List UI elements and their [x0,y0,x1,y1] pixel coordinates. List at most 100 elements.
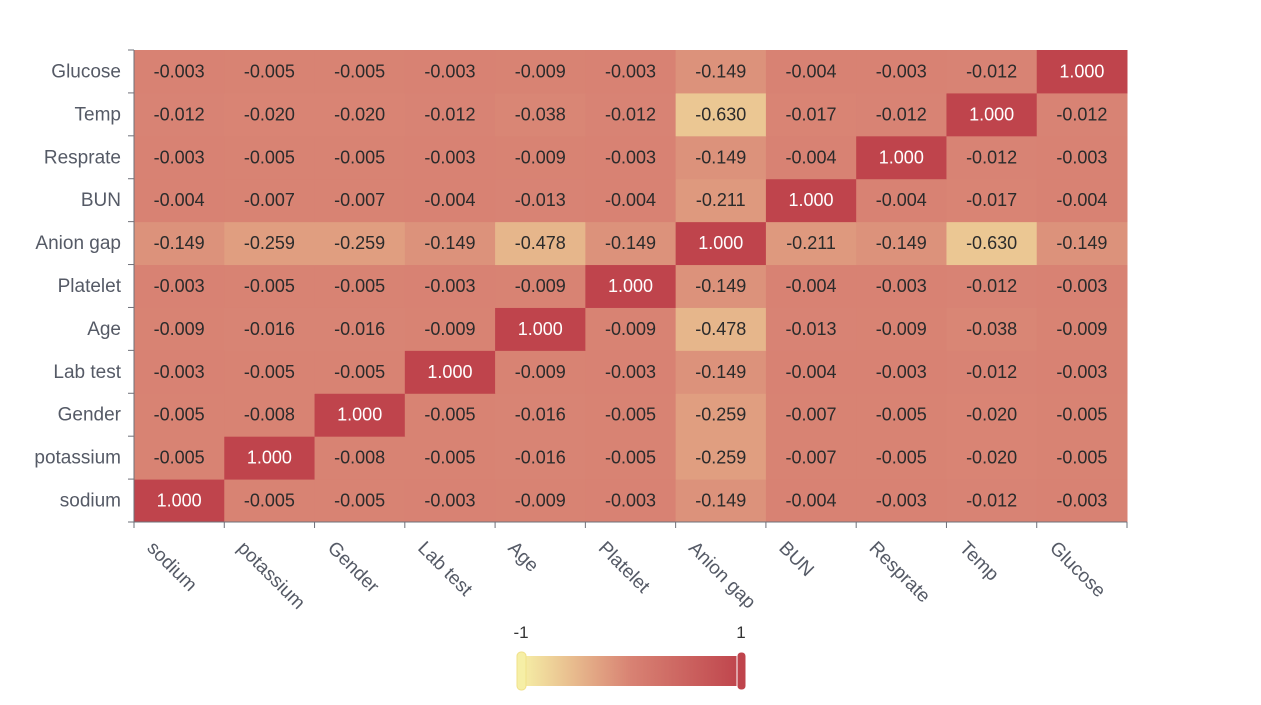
heatmap-cell[interactable] [404,350,496,394]
heatmap-cell[interactable] [946,221,1038,266]
heatmap-cell[interactable] [856,221,947,266]
heatmap-cell[interactable] [314,135,406,180]
heatmap-cell[interactable] [134,92,225,137]
heatmap-cell[interactable] [585,479,677,523]
heatmap-cell[interactable] [134,221,225,266]
heatmap-cell[interactable] [495,92,586,137]
heatmap-cell[interactable] [224,92,316,137]
heatmap-cell[interactable] [585,92,677,137]
heatmap-cell[interactable] [675,135,767,180]
heatmap-cell[interactable] [675,50,767,94]
heatmap-cell[interactable] [495,436,586,480]
visual-map-max-handle[interactable] [736,651,747,691]
heatmap-cell[interactable] [765,393,857,437]
heatmap-cell[interactable] [314,350,406,394]
heatmap-cell[interactable] [856,92,947,137]
heatmap-cell[interactable] [585,221,677,266]
heatmap-cell[interactable] [314,479,406,523]
heatmap-cell[interactable] [946,436,1038,480]
heatmap-cell[interactable] [765,50,857,94]
heatmap-cell[interactable] [134,350,225,394]
heatmap-cell[interactable] [314,50,406,94]
heatmap-cell[interactable] [314,264,406,308]
heatmap-cell[interactable] [585,350,677,394]
heatmap-cell[interactable] [946,393,1038,437]
heatmap-cell[interactable] [224,50,316,94]
heatmap-cell[interactable] [134,50,225,94]
heatmap-cell[interactable] [675,178,767,223]
heatmap-cell[interactable] [946,92,1038,137]
heatmap-cell[interactable] [946,135,1038,180]
heatmap-cell[interactable] [404,92,496,137]
heatmap-cell[interactable] [495,264,586,308]
heatmap-cell[interactable] [946,350,1038,394]
heatmap-cell[interactable] [495,307,586,351]
heatmap-cell[interactable] [404,307,496,351]
heatmap-cell[interactable] [224,178,316,223]
heatmap-cell[interactable] [585,436,677,480]
heatmap-cell[interactable] [495,50,586,94]
heatmap-cell[interactable] [675,479,767,523]
heatmap-cell[interactable] [675,92,767,137]
heatmap-cell[interactable] [675,350,767,394]
heatmap-cell[interactable] [675,307,767,351]
heatmap-cell[interactable] [856,135,947,180]
heatmap-cell[interactable] [314,178,406,223]
heatmap-cell[interactable] [1036,264,1128,308]
heatmap-cell[interactable] [946,479,1038,523]
heatmap-cell[interactable] [585,307,677,351]
heatmap-cell[interactable] [946,307,1038,351]
heatmap-cell[interactable] [404,393,496,437]
heatmap-cell[interactable] [856,393,947,437]
heatmap-cell[interactable] [404,178,496,223]
visual-map-gradient-bar[interactable] [521,656,741,686]
heatmap-cell[interactable] [495,479,586,523]
heatmap-cell[interactable] [224,436,316,480]
heatmap-cell[interactable] [404,479,496,523]
heatmap-cell[interactable] [585,178,677,223]
heatmap-cell[interactable] [404,264,496,308]
heatmap-cell[interactable] [404,221,496,266]
heatmap-cell[interactable] [314,436,406,480]
heatmap-cell[interactable] [856,264,947,308]
heatmap-cell[interactable] [1036,350,1128,394]
heatmap-cell[interactable] [404,135,496,180]
heatmap-cell[interactable] [765,221,857,266]
heatmap-cell[interactable] [1036,50,1128,94]
heatmap-cell[interactable] [675,393,767,437]
heatmap-cell[interactable] [946,178,1038,223]
heatmap-cell[interactable] [856,479,947,523]
heatmap-cell[interactable] [1036,479,1128,523]
heatmap-cell[interactable] [946,264,1038,308]
heatmap-cell[interactable] [856,436,947,480]
heatmap-cell[interactable] [134,264,225,308]
heatmap-cell[interactable] [765,178,857,223]
heatmap-cell[interactable] [404,50,496,94]
heatmap-cell[interactable] [134,307,225,351]
heatmap-cell[interactable] [675,221,767,266]
heatmap-cell[interactable] [765,436,857,480]
heatmap-cell[interactable] [314,92,406,137]
heatmap-cell[interactable] [585,135,677,180]
heatmap-cell[interactable] [765,264,857,308]
heatmap-cell[interactable] [495,135,586,180]
heatmap-cell[interactable] [1036,92,1128,137]
heatmap-cell[interactable] [675,264,767,308]
heatmap-cell[interactable] [495,393,586,437]
heatmap-cell[interactable] [134,393,225,437]
heatmap-cell[interactable] [1036,178,1128,223]
heatmap-cell[interactable] [134,178,225,223]
heatmap-cell[interactable] [585,264,677,308]
heatmap-cell[interactable] [224,393,316,437]
heatmap-cell[interactable] [1036,393,1128,437]
heatmap-cell[interactable] [404,436,496,480]
heatmap-cell[interactable] [765,307,857,351]
heatmap-cell[interactable] [585,393,677,437]
heatmap-cell[interactable] [856,178,947,223]
heatmap-cell[interactable] [675,436,767,480]
heatmap-cell[interactable] [765,350,857,394]
heatmap-cell[interactable] [134,479,225,523]
heatmap-cell[interactable] [134,135,225,180]
heatmap-cell[interactable] [224,221,316,266]
heatmap-cell[interactable] [495,178,586,223]
